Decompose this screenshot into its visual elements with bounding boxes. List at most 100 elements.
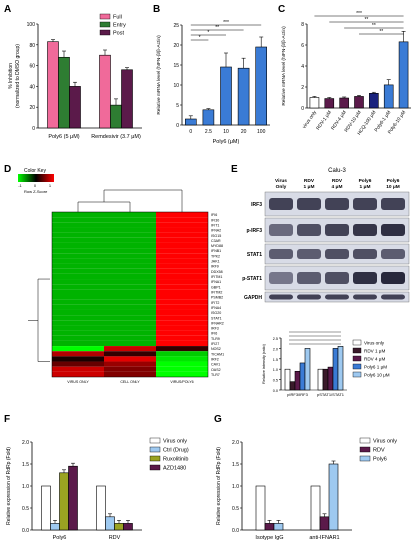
- heatmap-cell: [156, 356, 208, 362]
- gene-label: DDX58: [211, 270, 223, 274]
- y-tick-label: 10: [173, 83, 179, 89]
- panel-letter: A: [4, 4, 11, 15]
- heatmap-cell: [52, 330, 104, 336]
- column-label: VIRUS/POLY6: [170, 380, 193, 384]
- x-axis-label: Poly6 (μM): [213, 139, 240, 145]
- heatmap-cell: [104, 320, 156, 326]
- bar: [294, 370, 301, 391]
- gene-label: IFIT2: [211, 301, 219, 305]
- heatmap-cell: [104, 335, 156, 341]
- y-axis-label: Relative mRNA level (hIFN-β/β-Actin): [156, 35, 162, 115]
- bar: [105, 516, 115, 531]
- heatmap-cell: [156, 227, 208, 233]
- bar: [332, 348, 339, 391]
- legend-swatch: [352, 355, 362, 362]
- heatmap-cell: [104, 361, 156, 367]
- heatmap-cell: [156, 304, 208, 310]
- gene-label: TLR9: [211, 337, 220, 341]
- y-tick-label: 1.5: [22, 462, 29, 468]
- heatmap-cell: [52, 279, 104, 285]
- lane-label-line1: Virus: [275, 178, 287, 184]
- gene-label: IFI30: [211, 218, 219, 222]
- legend-label: Poly6 10 μM: [364, 373, 390, 378]
- heatmap-cell: [52, 253, 104, 259]
- heatmap-cell: [52, 340, 104, 347]
- heatmap-cell: [52, 268, 104, 274]
- blot-band: [325, 198, 349, 210]
- legend-swatch: [149, 437, 161, 444]
- color-key-tick: 1: [49, 183, 52, 188]
- heatmap-cell: [156, 279, 208, 285]
- heatmap-cell: [52, 325, 104, 331]
- y-tick-label: 0.0: [232, 528, 239, 534]
- gene-label: PSMB2: [211, 296, 223, 300]
- legend-label: Poly6 1 μM: [364, 365, 387, 370]
- heatmap-cell: [156, 315, 208, 321]
- x-tick-label: 10: [223, 129, 229, 135]
- blot-band: [353, 294, 377, 300]
- heatmap-cell: [156, 232, 208, 238]
- panel-letter: G: [214, 414, 222, 425]
- gene-label: ISG20: [211, 311, 221, 315]
- legend-swatch: [352, 363, 362, 370]
- legend-swatch: [149, 464, 161, 471]
- chart-c: C 0 2 4 6 8 Relative mRNA level (hIFN-β/β-Acti…: [278, 4, 411, 136]
- sig-mark: **: [379, 29, 383, 35]
- blot-band: [381, 224, 405, 236]
- bar: [68, 465, 78, 531]
- y-tick-label: 20: [29, 105, 35, 111]
- panel-letter: C: [278, 4, 285, 15]
- heatmap-cell: [52, 366, 104, 372]
- heatmap-cell: [104, 222, 156, 228]
- heatmap-cell: [52, 356, 104, 362]
- bar: [237, 67, 250, 126]
- blot-band: [269, 294, 293, 300]
- x-tick-label: pSTAT1/STAT1: [317, 392, 345, 397]
- heatmap-cell: [104, 217, 156, 223]
- heatmap-cell: [52, 258, 104, 264]
- legend-swatch: [359, 446, 371, 453]
- gene-label: IFNA4: [211, 306, 221, 310]
- heatmap-cell: [52, 222, 104, 228]
- bar: [327, 366, 334, 391]
- heatmap-cell: [52, 320, 104, 326]
- heatmap-cell: [156, 273, 208, 280]
- bar: [309, 97, 320, 109]
- x-tick-label: 100: [257, 129, 266, 135]
- heatmap-cell: [52, 315, 104, 321]
- gene-label: C3AR: [211, 239, 221, 243]
- bar: [110, 104, 122, 129]
- blot-band: [381, 249, 405, 259]
- bar: [398, 41, 409, 109]
- y-tick-label: 0: [176, 123, 179, 129]
- y-tick-label: 25: [173, 23, 179, 29]
- heatmap-cell: [104, 351, 156, 357]
- heatmap-cell: [104, 253, 156, 259]
- y-tick-label: 0: [301, 106, 304, 112]
- x-tick-label: anti-IFNAR1: [309, 535, 339, 541]
- heatmap-cell: [52, 212, 104, 218]
- y-tick-label: 0.0: [22, 528, 29, 534]
- y-tick-label: 1.0: [232, 484, 239, 490]
- dendrogram-top: [103, 189, 183, 212]
- heatmap-cell: [52, 294, 104, 300]
- y-tick-label: 0.5: [22, 506, 29, 512]
- heatmap-cell: [52, 304, 104, 310]
- dendrogram-top: [77, 201, 131, 212]
- heatmap-cell: [156, 330, 208, 336]
- legend-label: Virus only: [373, 439, 397, 445]
- blot-band: [269, 249, 293, 259]
- y-tick-label: 80: [29, 43, 35, 49]
- heatmap-cell: [156, 366, 208, 372]
- gene-label: IFNA1: [211, 280, 221, 284]
- bar: [47, 41, 59, 129]
- heatmap-cell: [52, 273, 104, 280]
- heatmap-cell: [156, 222, 208, 228]
- heatmap-cell: [156, 242, 208, 249]
- y-axis-label: % Inhibition: [8, 63, 14, 89]
- x-tick-label: 20: [241, 129, 247, 135]
- gene-label: OAS2: [211, 368, 221, 372]
- legend-label: Post: [113, 31, 124, 37]
- y-tick-label: 1.5: [232, 462, 239, 468]
